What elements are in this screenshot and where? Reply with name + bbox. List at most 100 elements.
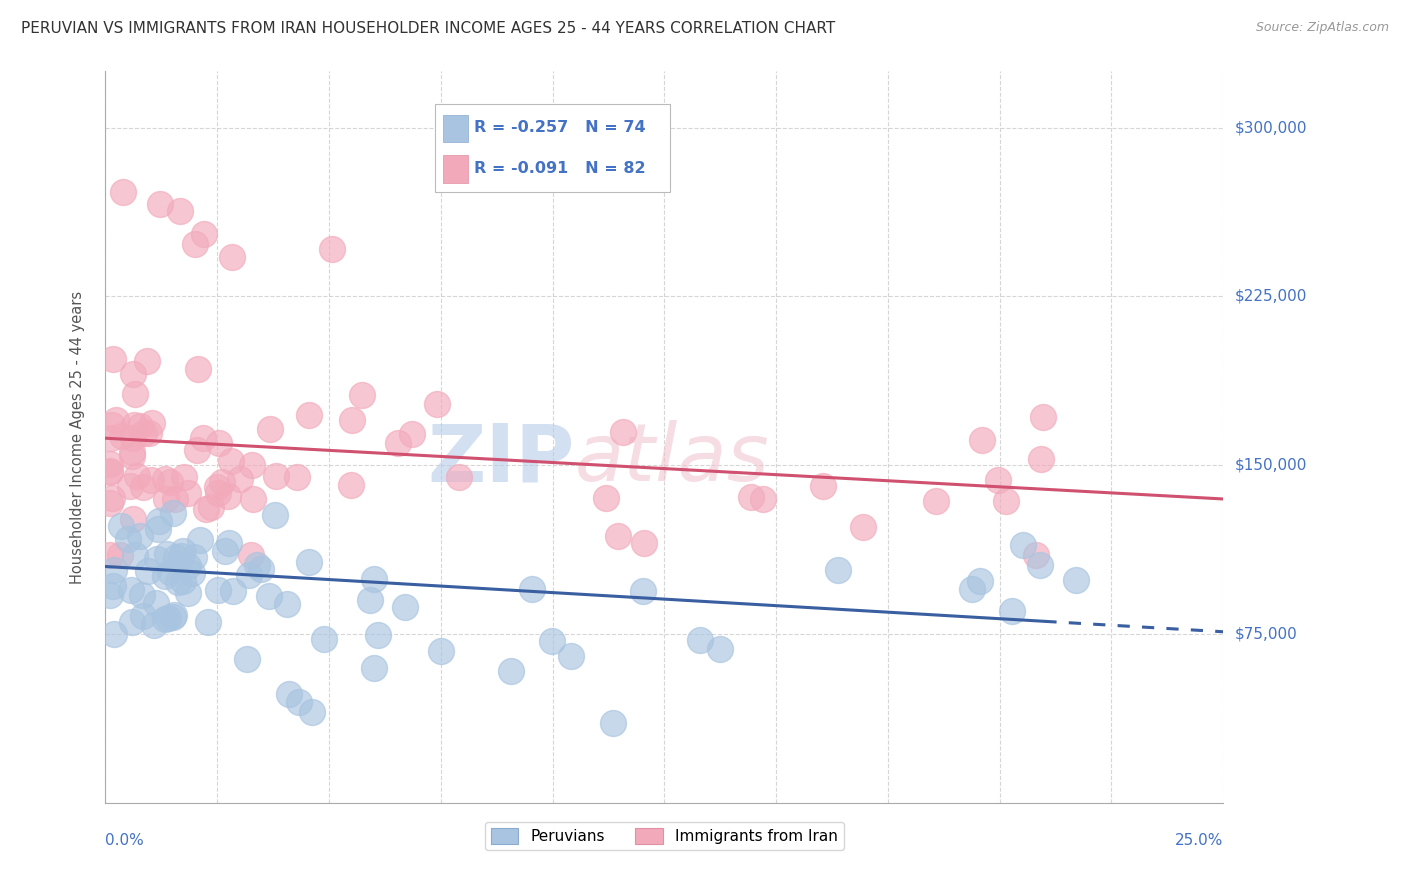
Point bbox=[149, 196, 172, 211]
Point bbox=[108, 548, 131, 562]
Point bbox=[499, 664, 522, 678]
Point bbox=[143, 617, 166, 632]
Point bbox=[245, 558, 267, 572]
Point bbox=[595, 491, 617, 505]
Point bbox=[177, 558, 200, 573]
Point bbox=[110, 519, 132, 533]
Point bbox=[266, 469, 288, 483]
Point bbox=[146, 522, 169, 536]
Point bbox=[709, 642, 731, 657]
Point bbox=[350, 388, 373, 402]
Text: $150,000: $150,000 bbox=[1234, 458, 1306, 473]
Point bbox=[236, 651, 259, 665]
FancyBboxPatch shape bbox=[443, 114, 468, 143]
Point bbox=[540, 633, 562, 648]
Point bbox=[426, 397, 449, 411]
Point bbox=[242, 491, 264, 506]
Legend: Peruvians, Immigrants from Iran: Peruvians, Immigrants from Iran bbox=[485, 822, 844, 850]
Point bbox=[242, 458, 264, 472]
Point bbox=[136, 564, 159, 578]
Point bbox=[193, 227, 215, 241]
Point bbox=[263, 508, 285, 523]
Point bbox=[1032, 409, 1054, 424]
Point bbox=[98, 548, 121, 562]
Point bbox=[98, 464, 121, 478]
Point bbox=[1025, 548, 1047, 562]
Point bbox=[111, 429, 134, 443]
Point bbox=[159, 565, 181, 579]
Y-axis label: Householder Income Ages 25 - 44 years: Householder Income Ages 25 - 44 years bbox=[70, 291, 84, 583]
Text: 25.0%: 25.0% bbox=[1175, 833, 1223, 848]
Point bbox=[121, 615, 143, 629]
Point bbox=[1012, 538, 1035, 552]
Point bbox=[122, 367, 145, 381]
Point bbox=[259, 422, 281, 436]
Point bbox=[111, 186, 134, 200]
Point bbox=[278, 687, 301, 701]
Point bbox=[141, 416, 163, 430]
Point bbox=[98, 588, 121, 602]
Point bbox=[1001, 604, 1024, 618]
Point bbox=[129, 529, 152, 543]
Point bbox=[633, 536, 655, 550]
Point bbox=[165, 491, 187, 506]
Point bbox=[285, 470, 308, 484]
Point bbox=[276, 597, 298, 611]
Point bbox=[155, 612, 177, 626]
Text: PERUVIAN VS IMMIGRANTS FROM IRAN HOUSEHOLDER INCOME AGES 25 - 44 YEARS CORRELATI: PERUVIAN VS IMMIGRANTS FROM IRAN HOUSEHO… bbox=[21, 21, 835, 36]
Point bbox=[145, 596, 167, 610]
Point bbox=[167, 574, 190, 589]
Point bbox=[132, 480, 155, 494]
Point bbox=[103, 351, 125, 366]
FancyBboxPatch shape bbox=[436, 104, 669, 192]
Point bbox=[100, 431, 122, 445]
Point bbox=[136, 354, 159, 368]
Point bbox=[98, 465, 121, 479]
Text: $300,000: $300,000 bbox=[1234, 120, 1306, 135]
Point bbox=[924, 494, 946, 508]
Point bbox=[200, 500, 222, 514]
Point bbox=[972, 433, 994, 447]
Point bbox=[520, 582, 543, 597]
Point bbox=[221, 584, 243, 599]
Point bbox=[186, 443, 208, 458]
FancyBboxPatch shape bbox=[443, 155, 468, 183]
Point bbox=[633, 584, 655, 599]
Point bbox=[367, 628, 389, 642]
Point bbox=[602, 716, 624, 731]
Point bbox=[429, 644, 451, 658]
Text: ZIP: ZIP bbox=[427, 420, 575, 498]
Point bbox=[122, 417, 145, 432]
Point bbox=[401, 426, 423, 441]
Point bbox=[813, 479, 835, 493]
Point bbox=[197, 615, 219, 630]
Point bbox=[607, 529, 630, 543]
Point bbox=[148, 514, 170, 528]
Point bbox=[852, 520, 875, 534]
Point bbox=[1029, 558, 1052, 573]
Point bbox=[159, 475, 181, 490]
Point bbox=[195, 502, 218, 516]
Point bbox=[131, 588, 153, 602]
Point bbox=[138, 425, 160, 440]
Point bbox=[122, 512, 145, 526]
Point bbox=[207, 486, 229, 500]
Text: R = -0.257   N = 74: R = -0.257 N = 74 bbox=[474, 120, 645, 136]
Point bbox=[193, 431, 215, 445]
Text: $225,000: $225,000 bbox=[1234, 289, 1306, 304]
Point bbox=[298, 408, 321, 422]
Point bbox=[155, 491, 177, 506]
Point bbox=[207, 582, 229, 597]
Point bbox=[104, 412, 127, 426]
Point bbox=[98, 457, 121, 471]
Point bbox=[124, 548, 146, 562]
Point bbox=[129, 418, 152, 433]
Point bbox=[153, 568, 176, 582]
Point bbox=[612, 425, 634, 439]
Point bbox=[190, 533, 212, 548]
Point bbox=[177, 586, 200, 600]
Point bbox=[156, 547, 179, 561]
Point bbox=[363, 661, 385, 675]
Point bbox=[298, 555, 321, 569]
Point bbox=[211, 475, 233, 489]
